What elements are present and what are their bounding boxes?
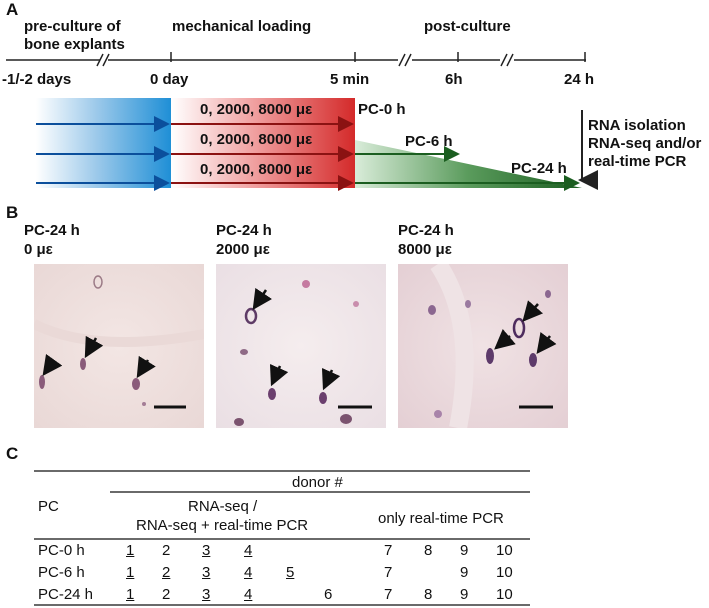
load-label-2: 0, 2000, 8000 με xyxy=(200,131,313,148)
table-cell-donor: 10 xyxy=(496,564,513,581)
timeline-diagram xyxy=(6,52,598,191)
table-row-pc-label: PC-24 h xyxy=(38,586,94,603)
load-label-1: 0, 2000, 8000 με xyxy=(200,101,313,118)
table-row-pc-label: PC-6 h xyxy=(38,564,85,581)
arrow-marker xyxy=(252,287,273,311)
osteocyte-cell xyxy=(132,378,140,390)
pc-label-6h: PC-6 h xyxy=(405,133,453,150)
preculture-label-line1: pre-culture of xyxy=(24,18,121,35)
preculture-label-line2: bone explants xyxy=(24,36,125,53)
load-label-3: 0, 2000, 8000 με xyxy=(200,161,313,178)
table-header-group2: only real-time PCR xyxy=(378,510,504,527)
tick-label-6h: 6h xyxy=(445,71,463,88)
micrograph-2-strain: 2000 με xyxy=(216,241,270,258)
pc-label-0h: PC-0 h xyxy=(358,101,406,118)
osteocyte-cell xyxy=(319,392,327,404)
preculture-block xyxy=(36,98,171,188)
table-cell-donor: 2 xyxy=(162,586,171,603)
table-cell-donor: 4 xyxy=(244,564,253,581)
endpoint-line1: RNA isolation xyxy=(588,117,686,134)
table-header-group1-line1: RNA-seq / xyxy=(188,498,258,515)
preculture-arrows xyxy=(36,116,170,191)
table-cell-donor: 8 xyxy=(424,586,433,603)
micrograph-2-title: PC-24 h xyxy=(216,222,272,239)
osteocyte-cell xyxy=(512,317,526,339)
panel-c-letter: C xyxy=(6,444,19,463)
table-cell-donor: 2 xyxy=(162,542,171,559)
tick-label-24h: 24 h xyxy=(564,71,595,88)
table-cell-donor: 5 xyxy=(286,564,295,581)
table-cell-donor: 1 xyxy=(126,564,135,581)
table-cell-donor: 10 xyxy=(496,542,513,559)
table-cell-donor: 6 xyxy=(324,586,333,603)
tick-label-0day: 0 day xyxy=(150,71,189,88)
postculture-arrows xyxy=(355,146,580,191)
arrow-marker xyxy=(42,353,63,377)
arrow-marker xyxy=(136,355,156,379)
table-header-group1-line2: RNA-seq + real-time PCR xyxy=(136,517,309,534)
table-cell-donor: 7 xyxy=(384,564,393,581)
table-cell-donor: 7 xyxy=(384,586,393,603)
endpoint-line3: real-time PCR xyxy=(588,153,687,170)
panel-a-letter: A xyxy=(6,0,19,19)
osteocyte-cell xyxy=(39,375,45,389)
osteocyte-cell xyxy=(268,388,276,400)
table-header-donor: donor # xyxy=(292,474,343,491)
table-cell-donor: 7 xyxy=(384,542,393,559)
table-cell-donor: 3 xyxy=(202,586,211,603)
micrograph-3-strain: 8000 με xyxy=(398,241,452,258)
table-cell-donor: 3 xyxy=(202,564,211,581)
arrow-marker xyxy=(321,367,341,391)
table-cell-donor: 4 xyxy=(244,586,253,603)
micrograph-1-strain: 0 με xyxy=(24,241,53,258)
pc-label-24h: PC-24 h xyxy=(511,160,567,177)
osteocyte-cell xyxy=(486,348,494,364)
table-cell-donor: 9 xyxy=(460,564,469,581)
endpoint-line2: RNA-seq and/or xyxy=(588,135,702,152)
arrow-marker xyxy=(84,335,104,359)
postculture-label: post-culture xyxy=(424,18,511,35)
tick-label-start: -1/-2 days xyxy=(2,71,72,88)
arrow-marker xyxy=(522,300,544,322)
arrow-marker xyxy=(269,363,289,387)
table-cell-donor: 1 xyxy=(126,586,135,603)
table-cell-donor: 4 xyxy=(244,542,253,559)
table-header-pc: PC xyxy=(38,498,59,515)
panel-b-letter: B xyxy=(6,203,19,222)
tick-label-5min: 5 min xyxy=(330,71,370,88)
loading-label: mechanical loading xyxy=(172,18,312,35)
table-cell-donor: 2 xyxy=(162,564,171,581)
table-row-pc-label: PC-0 h xyxy=(38,542,85,559)
timeline-axis xyxy=(6,52,586,67)
table-cell-donor: 3 xyxy=(202,542,211,559)
micrograph-8000ue xyxy=(398,264,568,428)
micrograph-1-title: PC-24 h xyxy=(24,222,80,239)
osteocyte-cell xyxy=(244,307,258,325)
table-cell-donor: 9 xyxy=(460,542,469,559)
micrograph-0ue xyxy=(34,264,204,428)
arrow-marker xyxy=(536,332,557,354)
table-cell-donor: 9 xyxy=(460,586,469,603)
micrograph-2000ue xyxy=(216,264,386,428)
micrograph-3-title: PC-24 h xyxy=(398,222,454,239)
table-rules xyxy=(34,470,530,606)
postculture-wedge xyxy=(355,140,582,188)
table-cell-donor: 1 xyxy=(126,542,135,559)
osteocyte-cell xyxy=(529,353,537,367)
table-cell-donor: 10 xyxy=(496,586,513,603)
table-cell-donor: 8 xyxy=(424,542,433,559)
osteocyte-cell xyxy=(80,358,86,370)
arrow-marker xyxy=(494,329,516,350)
loading-block xyxy=(171,98,355,188)
loading-arrows xyxy=(171,116,354,191)
